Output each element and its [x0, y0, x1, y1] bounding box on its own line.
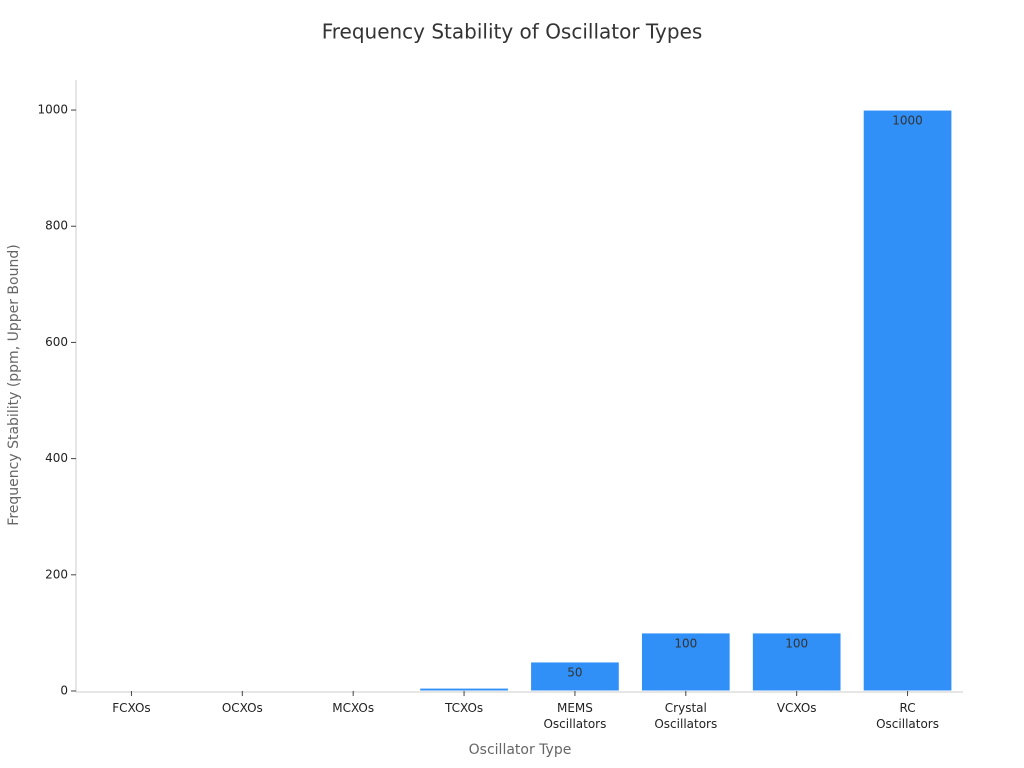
y-tick-label: 800 — [45, 219, 68, 233]
x-tick-label: FCXOs — [112, 701, 150, 715]
x-tick-label: OCXOs — [222, 701, 263, 715]
value-label: 1000 — [892, 114, 923, 128]
bar — [308, 689, 399, 692]
x-tick-label: Crystal Oscillators — [654, 701, 717, 731]
x-tick-label: MEMS Oscillators — [543, 701, 606, 731]
bar — [419, 687, 509, 692]
x-tick-label: TCXOs — [444, 701, 483, 715]
value-label: 100 — [785, 636, 808, 650]
bar — [862, 109, 953, 692]
y-tick-label: 1000 — [37, 103, 68, 117]
y-tick-label: 400 — [45, 451, 68, 465]
y-tick-label: 600 — [45, 335, 68, 349]
x-tick-label: RC Oscillators — [876, 701, 939, 731]
y-tick-label: 200 — [45, 567, 68, 581]
value-label: 50 — [567, 665, 582, 679]
y-axis-label: Frequency Stability (ppm, Upper Bound) — [6, 244, 22, 525]
y-tick-label: 0 — [60, 684, 68, 698]
chart-title: Frequency Stability of Oscillator Types — [322, 20, 703, 44]
x-tick-label: MCXOs — [332, 701, 374, 715]
x-axis-label: Oscillator Type — [469, 742, 572, 758]
bar — [530, 661, 620, 692]
bar — [751, 632, 842, 692]
value-label: 100 — [674, 636, 697, 650]
x-tick-label: VCXOs — [777, 701, 817, 715]
